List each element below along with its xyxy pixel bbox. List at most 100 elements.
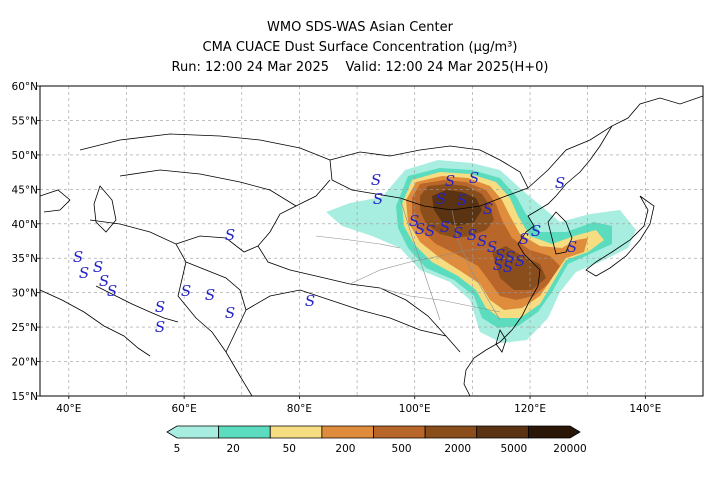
lat-tick-label: 30°N	[12, 288, 38, 300]
dust-marker: S	[505, 248, 515, 266]
coastline-korea	[547, 211, 573, 255]
boundary-india-north	[245, 289, 447, 337]
title-product: CMA CUACE Dust Surface Concentration (μg…	[202, 40, 518, 55]
dust-level-5000	[432, 190, 482, 226]
lat-tick-label: 20°N	[12, 357, 38, 369]
dust-marker: S	[440, 218, 450, 236]
coastline-japan	[585, 195, 655, 277]
dust-marker: S	[99, 272, 109, 290]
dust-marker: S	[445, 172, 455, 190]
lat-tick-label: 25°N	[12, 322, 38, 334]
dust-marker: S	[467, 226, 477, 244]
dust-marker: S	[477, 232, 487, 250]
colorbar-segment	[373, 425, 426, 439]
dust-marker: S	[453, 224, 463, 242]
dust-marker: S	[409, 212, 419, 230]
dust-marker: S	[73, 248, 83, 266]
boundary-iran	[89, 219, 187, 297]
coastline-india	[177, 295, 253, 396]
lat-lon-grid	[40, 86, 703, 396]
province-line-4	[379, 287, 501, 313]
province-line-3	[349, 247, 501, 285]
boundary-afghanistan	[175, 235, 259, 253]
boundary-caspian	[93, 185, 117, 233]
lat-tick-label: 60°N	[12, 81, 38, 93]
colorbar-level-label: 5000	[500, 443, 527, 455]
boundaries	[40, 95, 703, 396]
dust-marker: S	[415, 220, 425, 238]
lat-tick-label: 40°N	[12, 219, 38, 231]
colorbar-segment	[321, 425, 374, 439]
lon-tick-label: 80°E	[287, 403, 312, 415]
dust-marker: S	[503, 258, 513, 276]
coastline-arabia	[40, 289, 151, 357]
dust-marker: S	[225, 226, 235, 244]
dust-marker: S	[531, 222, 541, 240]
latitude-labels: 60°N 55°N 50°N 45°N 40°N 35°N 30°N 25°N 20°N 15°N	[12, 81, 40, 403]
dust-marker: S	[107, 282, 117, 300]
dust-marker: S	[519, 230, 529, 248]
dust-marker: S	[515, 252, 525, 270]
dust-marker: S	[436, 190, 446, 208]
colorbar: 5 20 50 200 500 2000 5000 20000	[166, 425, 587, 455]
lon-tick-label: 100°E	[399, 403, 431, 415]
lat-tick-label: 35°N	[12, 253, 38, 265]
colorbar-level-label: 50	[283, 443, 296, 455]
dust-marker: S	[181, 282, 191, 300]
lat-tick-label: 15°N	[12, 391, 38, 403]
boundary-black-sea	[40, 189, 71, 213]
colorbar-level-label: 500	[392, 443, 412, 455]
dust-marker: S	[155, 318, 165, 336]
dust-level-2000-south	[492, 246, 546, 290]
coastline-gulf	[95, 285, 179, 323]
boundary-kazakhstan	[79, 133, 331, 161]
dust-marker: S	[487, 238, 497, 256]
plot-frame	[39, 85, 704, 397]
title-center-name: WMO SDS-WAS Asian Center	[267, 20, 453, 35]
colorbar-segment	[166, 425, 220, 439]
dust-marker: S	[425, 222, 435, 240]
dust-marker: S	[493, 256, 503, 274]
dust-marker: S	[93, 258, 103, 276]
province-line-2	[451, 209, 501, 321]
lon-tick-label: 60°E	[172, 403, 197, 415]
dust-marker: S	[483, 200, 493, 218]
dust-marker: S	[469, 169, 479, 187]
boundary-russia-china	[527, 125, 613, 189]
lat-tick-label: 50°N	[12, 150, 38, 162]
colorbar-level-label: 200	[335, 443, 355, 455]
province-line-5	[315, 235, 401, 249]
colorbar-level-label: 20000	[553, 443, 586, 455]
lon-tick-label: 40°E	[56, 403, 81, 415]
map-title-block: WMO SDS-WAS Asian Center CMA CUACE Dust …	[0, 18, 720, 78]
boundary-pakistan	[185, 261, 247, 353]
colorbar-level-label: 20	[226, 443, 239, 455]
colorbar-segment	[218, 425, 271, 439]
coastline-east-asia	[463, 95, 703, 396]
colorbar-segment	[424, 425, 478, 439]
lon-tick-label: 120°E	[514, 403, 546, 415]
dust-marker: S	[457, 191, 467, 209]
dust-marker: S	[155, 298, 165, 316]
boundary-mongolia	[329, 145, 529, 211]
dust-marker: S	[567, 238, 577, 256]
dust-marker: S	[205, 286, 215, 304]
lat-tick-label: 45°N	[12, 184, 38, 196]
colorbar-segment	[476, 425, 529, 439]
province-lines	[315, 197, 501, 321]
lat-tick-label: 55°N	[12, 115, 38, 127]
longitude-labels: 40°E 60°E 80°E 100°E 120°E 140°E	[56, 396, 661, 415]
colorbar-level-label: 2000	[444, 443, 471, 455]
dust-marker: S	[305, 292, 315, 310]
title-run-valid: Run: 12:00 24 Mar 2025 Valid: 12:00 24 M…	[171, 60, 549, 75]
boundary-central-asia	[119, 169, 297, 207]
colorbar-level-label: 5	[174, 443, 181, 455]
dust-marker: S	[371, 171, 381, 189]
dust-marker: S	[555, 174, 565, 192]
dust-marker: S	[225, 304, 235, 322]
colorbar-segment	[527, 425, 581, 439]
dust-marker: S	[373, 190, 383, 208]
colorbar-segment	[269, 425, 323, 439]
